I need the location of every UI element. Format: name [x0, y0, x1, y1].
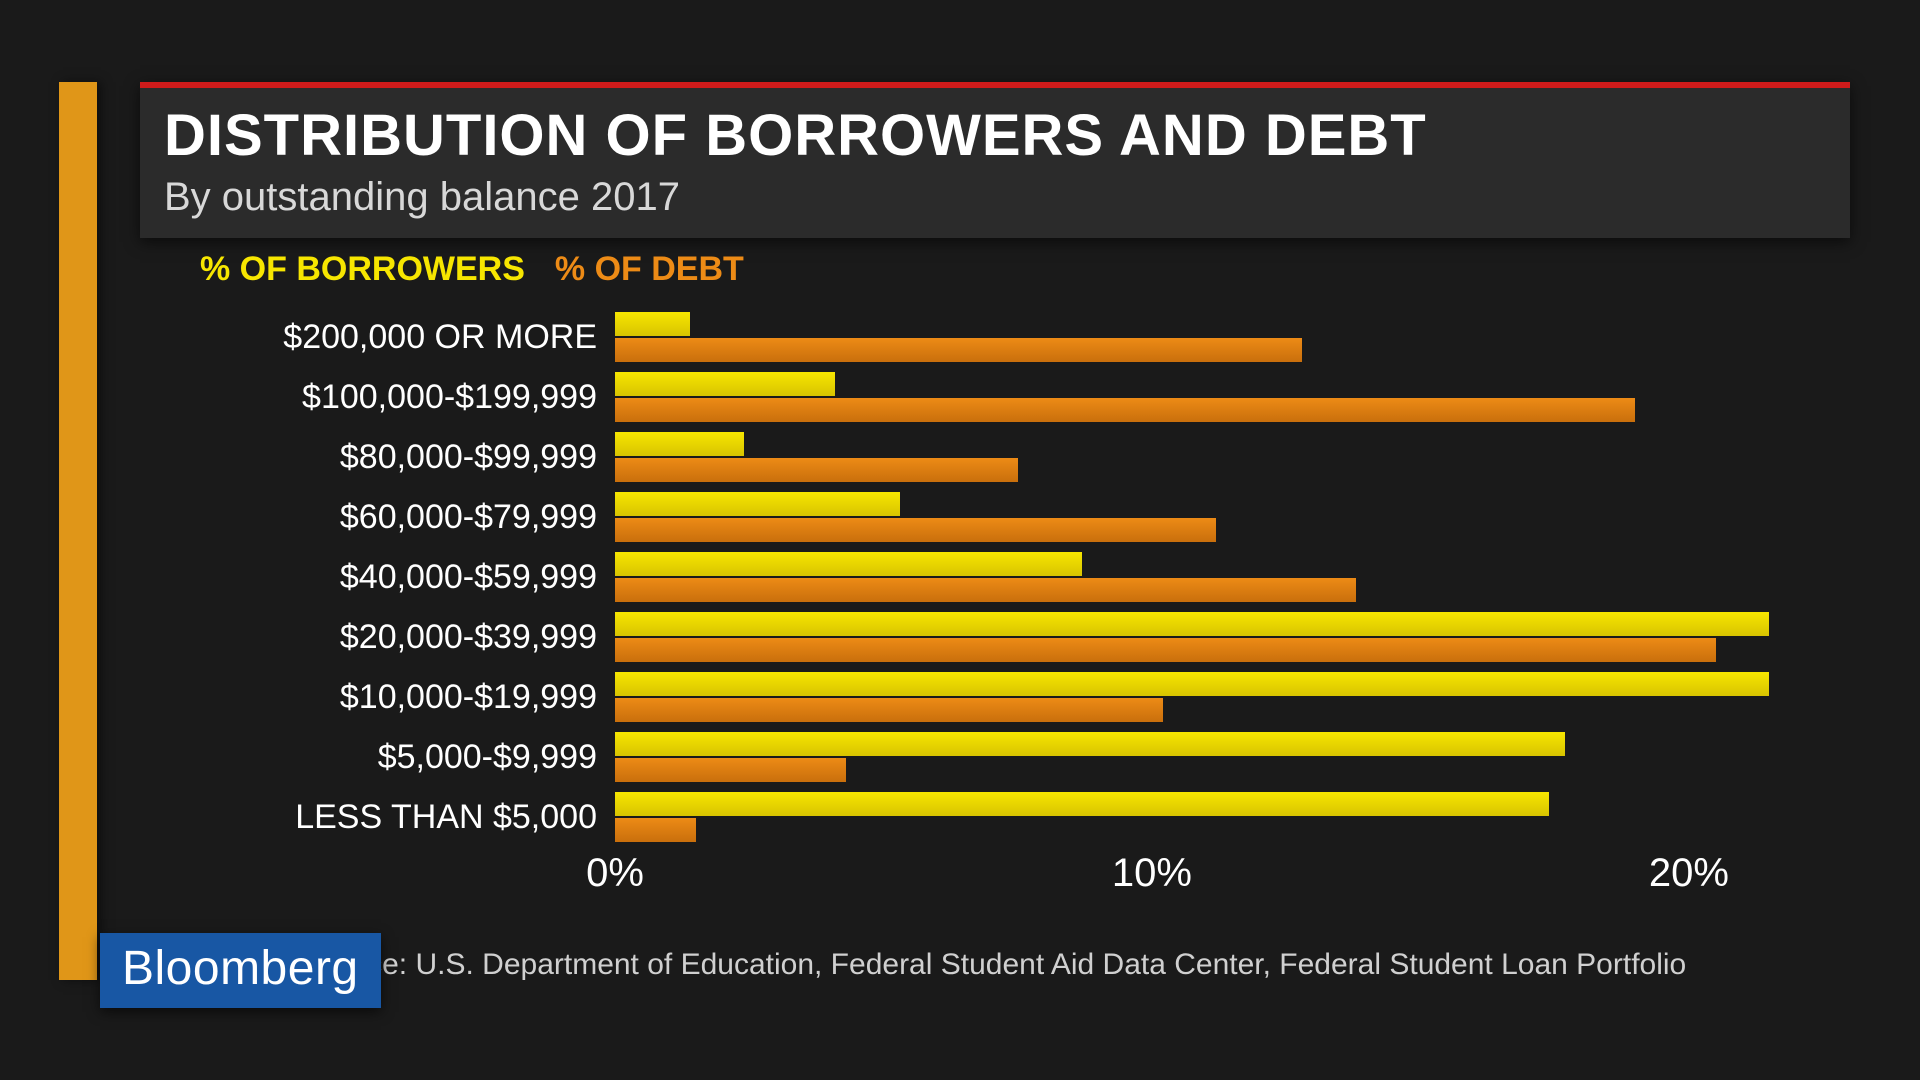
- bar-debt: [615, 758, 846, 782]
- bar-row: $5,000-$9,999: [140, 727, 1850, 787]
- bar-zone: [615, 427, 1850, 487]
- category-label: $80,000-$99,999: [140, 427, 615, 487]
- x-tick: 0%: [586, 851, 644, 896]
- bar-row: $60,000-$79,999: [140, 487, 1850, 547]
- bar-zone: [615, 367, 1850, 427]
- category-label: LESS THAN $5,000: [140, 787, 615, 847]
- category-label: $20,000-$39,999: [140, 607, 615, 667]
- bar-borrowers: [615, 312, 690, 336]
- category-label: $200,000 OR MORE: [140, 307, 615, 367]
- bar-zone: [615, 487, 1850, 547]
- bar-borrowers: [615, 372, 835, 396]
- category-label: $100,000-$199,999: [140, 367, 615, 427]
- chart-title: DISTRIBUTION OF BORROWERS AND DEBT: [164, 102, 1826, 169]
- bar-row: $40,000-$59,999: [140, 547, 1850, 607]
- legend-debt: % OF DEBT: [555, 250, 744, 289]
- chart-subtitle: By outstanding balance 2017: [164, 175, 1826, 220]
- bar-debt: [615, 698, 1163, 722]
- left-accent-stripe: [59, 82, 97, 980]
- source-block: Source: U.S. Department of Education, Fe…: [140, 948, 1850, 982]
- bar-debt: [615, 338, 1302, 362]
- bar-rows: $200,000 OR MORE$100,000-$199,999$80,000…: [140, 307, 1850, 847]
- x-axis: 0%10%20%: [615, 851, 1850, 901]
- bar-debt: [615, 638, 1716, 662]
- bloomberg-logo: Bloomberg: [100, 933, 381, 1008]
- bar-borrowers: [615, 492, 900, 516]
- category-label: $10,000-$19,999: [140, 667, 615, 727]
- bar-row: LESS THAN $5,000: [140, 787, 1850, 847]
- legend: % OF BORROWERS % OF DEBT: [200, 250, 1850, 289]
- bar-row: $10,000-$19,999: [140, 667, 1850, 727]
- bar-zone: [615, 307, 1850, 367]
- x-tick: 10%: [1112, 851, 1192, 896]
- bar-debt: [615, 578, 1356, 602]
- category-label: $60,000-$79,999: [140, 487, 615, 547]
- x-tick: 20%: [1649, 851, 1729, 896]
- bar-debt: [615, 818, 696, 842]
- title-block: DISTRIBUTION OF BORROWERS AND DEBT By ou…: [140, 82, 1850, 238]
- bar-zone: [615, 787, 1850, 847]
- bar-debt: [615, 458, 1018, 482]
- bar-debt: [615, 518, 1216, 542]
- category-label: $5,000-$9,999: [140, 727, 615, 787]
- bar-row: $20,000-$39,999: [140, 607, 1850, 667]
- bar-borrowers: [615, 792, 1549, 816]
- bar-row: $80,000-$99,999: [140, 427, 1850, 487]
- bar-zone: [615, 667, 1850, 727]
- bar-zone: [615, 547, 1850, 607]
- chart-area: % OF BORROWERS % OF DEBT $200,000 OR MOR…: [140, 250, 1850, 910]
- bar-row: $100,000-$199,999: [140, 367, 1850, 427]
- bar-row: $200,000 OR MORE: [140, 307, 1850, 367]
- bar-borrowers: [615, 732, 1565, 756]
- category-label: $40,000-$59,999: [140, 547, 615, 607]
- bar-zone: [615, 607, 1850, 667]
- source-text: Source: U.S. Department of Education, Fe…: [140, 948, 1850, 982]
- bar-borrowers: [615, 552, 1082, 576]
- bar-zone: [615, 727, 1850, 787]
- bar-borrowers: [615, 432, 744, 456]
- bar-borrowers: [615, 672, 1769, 696]
- bar-debt: [615, 398, 1635, 422]
- bar-borrowers: [615, 612, 1769, 636]
- legend-borrowers: % OF BORROWERS: [200, 250, 525, 289]
